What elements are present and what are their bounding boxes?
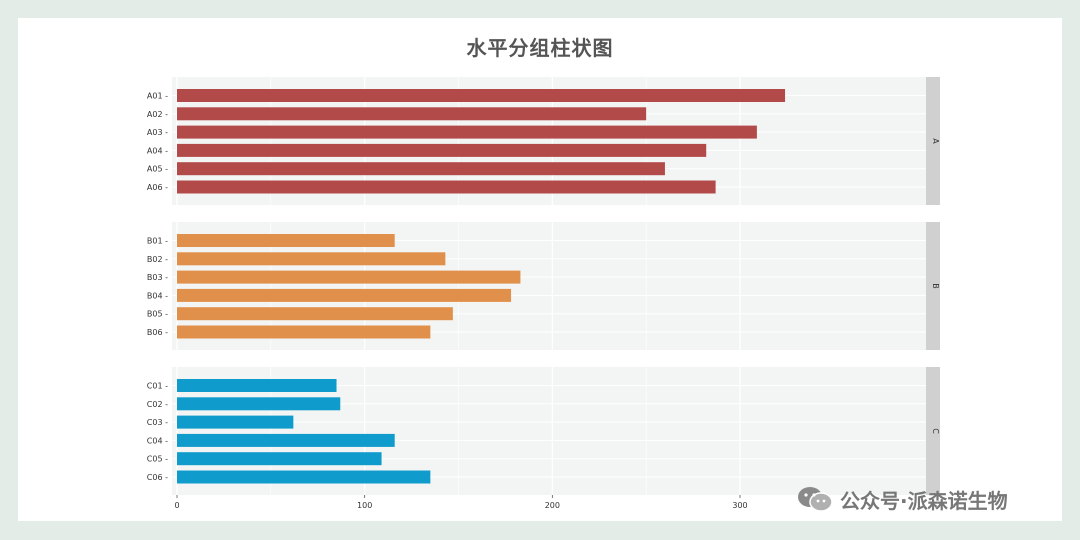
facet-strip-label: B	[931, 283, 940, 289]
bar-b03	[177, 270, 521, 284]
x-tick-label: 0	[174, 501, 179, 510]
category-label: C03 -	[147, 418, 168, 427]
category-label: C02 -	[147, 400, 168, 409]
bar-a04	[177, 143, 707, 157]
category-label: B03 -	[147, 273, 168, 282]
x-tick-label: 200	[545, 501, 560, 510]
facet-strip-label: A	[931, 138, 940, 144]
chart-title: 水平分组柱状图	[466, 36, 614, 60]
category-label: B04 -	[147, 291, 168, 300]
bar-b06	[177, 325, 431, 339]
category-label: A06 -	[147, 183, 168, 192]
bar-c02	[177, 397, 341, 411]
bar-a05	[177, 162, 665, 176]
category-label: B01 -	[147, 237, 168, 246]
x-tick-label: 100	[357, 501, 372, 510]
x-tick-label: 300	[732, 501, 747, 510]
category-label: A03 -	[147, 128, 168, 137]
bar-c06	[177, 470, 431, 484]
category-label: C01 -	[147, 382, 168, 391]
bar-a03	[177, 125, 757, 139]
facet-strip	[926, 367, 940, 495]
watermark: 公众号·派森诺生物	[796, 484, 1066, 514]
category-label: B02 -	[147, 255, 168, 264]
category-label: A01 -	[147, 92, 168, 101]
facet-strip-label: C	[931, 428, 940, 434]
facet-strip	[926, 77, 940, 205]
category-label: C04 -	[147, 436, 168, 445]
category-label: C05 -	[147, 455, 168, 464]
bar-c03	[177, 415, 294, 429]
category-label: A04 -	[147, 146, 168, 155]
bar-c04	[177, 433, 395, 447]
category-label: B05 -	[147, 310, 168, 319]
bar-c01	[177, 379, 337, 392]
bar-c05	[177, 452, 382, 466]
bar-a02	[177, 107, 647, 121]
category-label: C06 -	[147, 473, 168, 482]
category-label: A05 -	[147, 165, 168, 174]
category-label: B06 -	[147, 328, 168, 337]
bar-a01	[177, 89, 786, 102]
facet-strip	[926, 222, 940, 350]
bar-a06	[177, 180, 716, 194]
category-label: A02 -	[147, 110, 168, 119]
bar-b05	[177, 307, 453, 321]
bar-b02	[177, 252, 446, 266]
bar-b01	[177, 234, 395, 247]
wechat-icon	[796, 486, 834, 512]
bar-b04	[177, 288, 512, 302]
watermark-text: 公众号·派森诺生物	[840, 488, 1008, 513]
